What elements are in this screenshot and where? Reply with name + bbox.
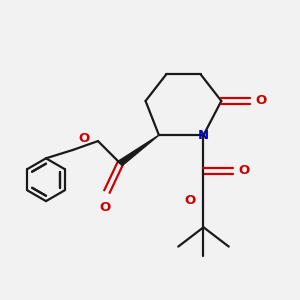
Text: O: O bbox=[238, 164, 250, 177]
Text: O: O bbox=[78, 132, 90, 145]
Text: N: N bbox=[198, 129, 209, 142]
Text: O: O bbox=[100, 200, 111, 214]
Text: O: O bbox=[184, 194, 195, 207]
Polygon shape bbox=[118, 135, 159, 166]
Text: O: O bbox=[255, 94, 266, 107]
